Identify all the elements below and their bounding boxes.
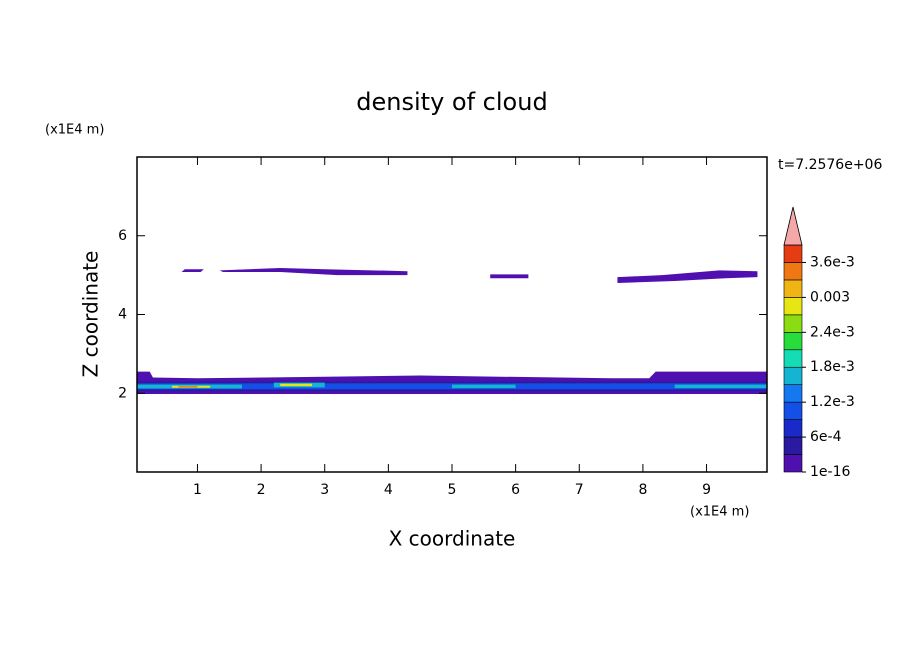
x-unit: (x1E4 m)	[690, 505, 749, 520]
x-tick-label: 4	[384, 482, 393, 498]
colorbar-label: 3.6e-3	[810, 254, 855, 270]
colorbar-band	[783, 384, 803, 403]
colorbar-band	[783, 349, 803, 368]
x-tick-label: 8	[638, 482, 647, 498]
x-tick-label: 7	[575, 482, 584, 498]
colorbar-band	[783, 401, 803, 420]
colorbar-band	[783, 297, 803, 316]
colorbar-band	[783, 332, 803, 351]
colorbar-band	[783, 419, 803, 438]
colorbar-extension	[783, 206, 803, 246]
y-axis-label: Z coordinate	[79, 251, 103, 378]
x-tick-label: 3	[320, 482, 329, 498]
y-tick-label: 4	[118, 307, 127, 323]
colorbar-label: 1e-16	[810, 464, 850, 480]
contour-region	[452, 384, 516, 389]
contour-region	[181, 269, 204, 272]
colorbar-band	[783, 436, 803, 455]
contour-region	[674, 384, 767, 389]
y-tick-label: 2	[118, 385, 127, 401]
contour-region	[178, 386, 198, 388]
colorbar-band	[783, 366, 803, 385]
time-annotation: t=7.2576e+06	[778, 157, 882, 173]
contour-region	[280, 383, 312, 387]
colorbar-band	[783, 262, 803, 281]
x-tick-label: 2	[257, 482, 266, 498]
x-tick-label: 6	[511, 482, 520, 498]
colorbar-label: 0.003	[810, 289, 850, 305]
x-tick-label: 9	[702, 482, 711, 498]
y-tick-label: 6	[118, 228, 127, 244]
colorbar-label: 1.2e-3	[810, 394, 855, 410]
y-unit: (x1E4 m)	[45, 123, 104, 138]
contour-region	[490, 274, 529, 279]
contour-region	[617, 270, 758, 283]
colorbar-label: 1.8e-3	[810, 359, 855, 375]
x-axis-label: X coordinate	[389, 527, 516, 551]
colorbar-band	[783, 454, 803, 473]
colorbar-label: 2.4e-3	[810, 324, 855, 340]
contour-region	[219, 268, 408, 276]
chart-title: density of cloud	[356, 88, 547, 116]
x-tick-label: 5	[448, 482, 457, 498]
colorbar-band	[783, 279, 803, 298]
x-tick-label: 1	[193, 482, 202, 498]
plot-frame	[136, 156, 768, 473]
colorbar-label: 6e-4	[810, 429, 842, 445]
colorbar-band	[783, 244, 803, 263]
colorbar-band	[783, 314, 803, 333]
